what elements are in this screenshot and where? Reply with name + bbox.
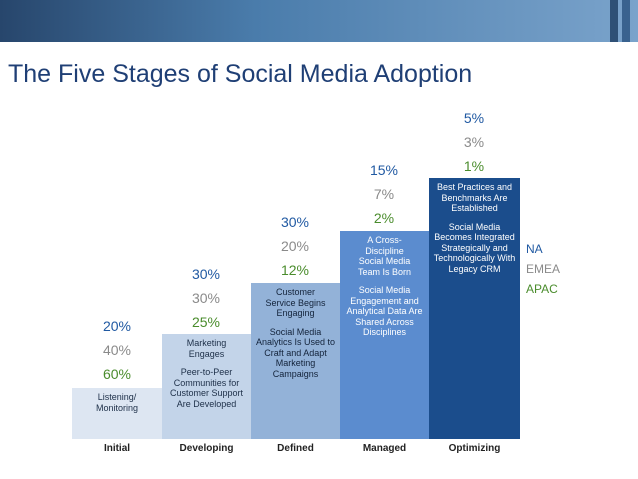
stage-optimizing-text-2: Social Media Becomes Integrated Strategi… <box>433 221 516 274</box>
stage-managed-label: Managed <box>362 443 407 454</box>
stage-managed-text-2: Social Media Engagement and Analytical D… <box>346 285 423 337</box>
stage-optimizing-emea: 3% <box>463 134 485 150</box>
stage-optimizing-block: Best Practices and Benchmarks Are Establ… <box>429 178 520 439</box>
stage-managed-emea: 7% <box>373 186 395 202</box>
stage-initial-apac: 60% <box>102 366 132 382</box>
stage-developing-label: Developing <box>179 443 234 454</box>
stage-initial-emea: 40% <box>102 342 132 358</box>
stage-developing-emea: 30% <box>191 290 221 306</box>
legend-emea: EMEA <box>526 262 561 276</box>
stage-optimizing-text-1: Best Practices and Benchmarks Are Establ… <box>436 182 513 213</box>
page-title: The Five Stages of Social Media Adoption <box>8 60 473 88</box>
stage-developing-block: Marketing Engages Peer-to-Peer Communiti… <box>162 334 251 439</box>
stage-managed-na: 15% <box>369 162 399 178</box>
stage-initial-label: Initial <box>103 443 131 454</box>
stage-defined-apac: 12% <box>280 262 310 278</box>
stage-defined-label: Defined <box>277 443 314 454</box>
legend-na: NA <box>526 242 543 256</box>
stage-defined-text-1: Customer Service Begins Engaging <box>265 287 326 318</box>
stage-defined-text-2: Social Media Analytics Is Used to Craft … <box>255 326 336 379</box>
stage-optimizing-na: 5% <box>463 110 485 126</box>
stage-developing-text-2: Peer-to-Peer Communities for Customer Su… <box>169 367 244 409</box>
stage-optimizing-apac: 1% <box>463 158 485 174</box>
legend-apac: APAC <box>526 282 558 296</box>
stage-managed-block: A Cross-Discipline Social Media Team Is … <box>340 231 429 439</box>
stage-developing-text-1: Marketing Engages <box>186 338 227 359</box>
stage-optimizing-label: Optimizing <box>448 443 501 454</box>
stage-defined-block: Customer Service Begins Engaging Social … <box>251 283 340 439</box>
header-bar <box>0 0 638 42</box>
stage-managed-text-1: A Cross-Discipline Social Media Team Is … <box>357 235 412 277</box>
header-accent <box>622 0 630 42</box>
header-accent <box>610 0 618 42</box>
stage-initial-block: Listening/ Monitoring <box>72 388 162 439</box>
stage-developing-na: 30% <box>191 266 221 282</box>
stage-managed-apac: 2% <box>373 210 395 226</box>
stage-initial-na: 20% <box>102 318 132 334</box>
stage-defined-emea: 20% <box>280 238 310 254</box>
stage-initial-text: Listening/ Monitoring <box>95 392 139 413</box>
stage-developing-apac: 25% <box>191 314 221 330</box>
stage-defined-na: 30% <box>280 214 310 230</box>
